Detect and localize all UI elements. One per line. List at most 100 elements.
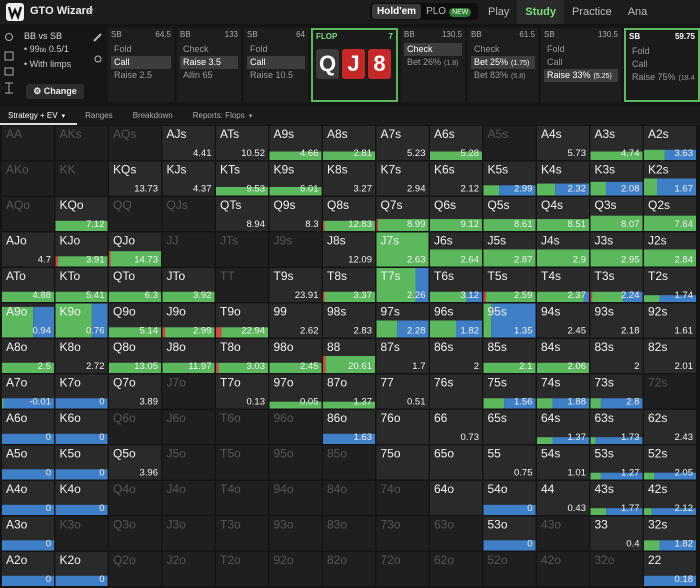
mode-label: PLO — [426, 6, 447, 17]
action-column[interactable]: SB 64.5 Fold Call Raise 2.5 — [108, 28, 174, 102]
strategy-bar — [165, 327, 215, 338]
strategy-bar — [483, 303, 492, 338]
street-column[interactable]: FLOP 7 Q J 8 — [311, 28, 398, 102]
strategy-bar — [323, 401, 375, 409]
hand-ev: 2.95 — [621, 255, 640, 266]
hand-label: A5o — [6, 447, 28, 461]
action-option[interactable]: Bet 26% (1.8) — [404, 56, 462, 69]
action-option[interactable]: Call — [629, 58, 695, 71]
mode[interactable]: PLO NEW — [421, 4, 476, 19]
nav-item[interactable]: Study — [517, 0, 564, 24]
action-option[interactable]: Raise 75% (18.4 — [629, 71, 695, 84]
action-option[interactable]: Fold — [629, 45, 695, 58]
strategy-bar — [109, 291, 161, 302]
change-button[interactable]: ⚙ Change — [26, 84, 84, 99]
strategy-bar — [483, 540, 536, 551]
hand-label: A5s — [488, 127, 509, 141]
action-option[interactable]: Raise 10.5 — [247, 69, 305, 82]
action-column[interactable]: SB 130.5 Fold Call Raise 33% (5.25) — [541, 28, 621, 102]
hand-label: AA — [6, 127, 22, 141]
card: Q — [316, 49, 339, 79]
tab[interactable]: Breakdown — [125, 106, 185, 125]
brand[interactable]: GTO Wizard — [30, 5, 93, 17]
hand-cell — [216, 374, 268, 409]
strategy-bar — [216, 187, 268, 196]
action-option[interactable]: Raise 3.5 — [180, 56, 238, 69]
option-label: Check — [474, 44, 500, 54]
strategy-bar — [55, 575, 108, 586]
hand-cell — [376, 481, 429, 515]
strategy-bar — [537, 249, 589, 267]
option-label: Bet 83% — [474, 70, 509, 80]
action-option[interactable]: Call — [247, 56, 305, 69]
action-option[interactable]: Raise 2.5 — [111, 69, 171, 82]
edit-icons[interactable] — [92, 32, 104, 72]
hand-cell — [323, 161, 375, 196]
action-column[interactable]: BB 133 Check Raise 3.5 Allin 65 — [177, 28, 241, 102]
player: BB — [471, 30, 482, 39]
tab[interactable]: Ranges — [77, 106, 125, 125]
action-column[interactable]: SB 64 Fold Call Raise 10.5 — [244, 28, 308, 102]
action-option[interactable]: Check — [180, 43, 238, 56]
action-column[interactable]: BB 61.5 Check Bet 25% (1.75) Bet 83% (5.8) — [468, 28, 538, 102]
hand-label: J5o — [167, 447, 187, 461]
player: BB — [404, 30, 415, 39]
action-option[interactable]: Check — [404, 43, 462, 56]
hand-label: 98s — [327, 305, 346, 319]
action-option[interactable]: Call — [544, 56, 618, 69]
action-option[interactable]: Fold — [111, 43, 171, 56]
hand-ev: 1.67 — [675, 184, 694, 195]
hand-cell — [162, 126, 215, 160]
strategy-bar — [606, 508, 643, 515]
hand-ev: 8.94 — [247, 219, 266, 230]
brand-caret[interactable] — [86, 8, 94, 14]
nav-item[interactable]: Ana — [627, 6, 648, 18]
new-badge: NEW — [449, 8, 472, 17]
tab-label: Strategy + EV — [8, 111, 58, 120]
action-option[interactable]: Allin 65 — [180, 69, 238, 82]
hand-label: K5s — [488, 163, 509, 177]
tab[interactable]: Strategy + EV ▾ — [0, 106, 78, 125]
strategy-bar — [2, 398, 4, 409]
hand-ev: 10.52 — [241, 148, 265, 159]
action-option[interactable]: Bet 83% (5.8) — [471, 69, 535, 82]
tab[interactable]: Reports: Flops ▾ — [185, 106, 265, 125]
action-option[interactable]: Bet 25% (1.75) — [471, 56, 535, 69]
hand-ev: 5.73 — [568, 148, 587, 159]
hand-label: J4o — [167, 482, 187, 496]
strategy-bar — [376, 320, 398, 338]
hand-label: K4o — [60, 482, 82, 496]
logo[interactable] — [6, 3, 24, 21]
hand-ev: 2.63 — [407, 255, 426, 266]
side-icons[interactable] — [3, 32, 17, 98]
strategy-bar — [552, 437, 589, 444]
hand-ev: 7.12 — [86, 219, 105, 230]
hand-ev: 1.77 — [621, 503, 640, 514]
action-option[interactable]: Fold — [247, 43, 305, 56]
hand-label: J3o — [167, 518, 187, 532]
action-column[interactable]: BB 130.5 Check Bet 26% (1.8) — [401, 28, 465, 102]
strategy-bar — [269, 362, 322, 373]
strategy-bar — [269, 151, 322, 160]
hand-label: K9s — [274, 163, 295, 177]
nav-item[interactable]: Play — [488, 6, 510, 18]
strategy-bar — [491, 303, 536, 338]
hand-label: 73o — [381, 518, 401, 532]
action-column[interactable]: SB 59.75 Fold Call Raise 75% (18.4 — [624, 28, 700, 102]
strategy-bar — [499, 185, 536, 196]
action-option[interactable]: Call — [111, 56, 171, 69]
action-option[interactable]: Fold — [544, 43, 618, 56]
card: 8 — [368, 49, 391, 79]
hand-cell — [590, 552, 643, 586]
action-option[interactable]: Check — [471, 43, 535, 56]
mode[interactable]: Hold'em — [372, 4, 422, 19]
hand-label: K6o — [60, 411, 82, 425]
strategy-bar — [595, 437, 643, 444]
nav-item[interactable]: Practice — [571, 6, 612, 18]
action-option[interactable]: Raise 33% (5.25) — [544, 69, 618, 82]
hand-cell — [376, 552, 429, 586]
strategy-bar — [590, 398, 601, 409]
hand-label: Q3s — [595, 198, 617, 212]
hand-label: A3o — [6, 518, 28, 532]
